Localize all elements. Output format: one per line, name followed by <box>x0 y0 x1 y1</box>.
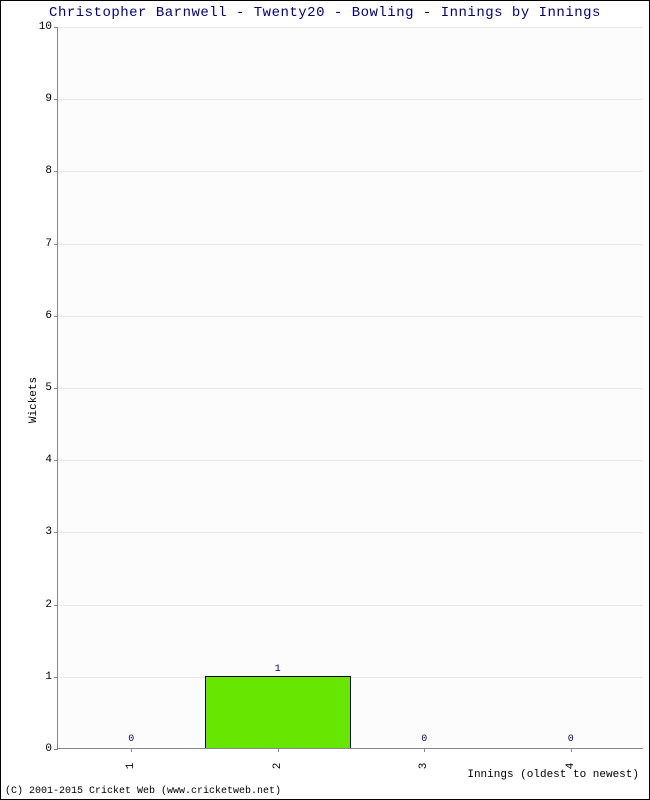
y-tick <box>54 244 58 245</box>
plot-area: 01234567891010213040 <box>57 27 643 749</box>
y-tick-label: 9 <box>45 93 52 105</box>
y-tick-label: 1 <box>45 671 52 683</box>
y-tick-label: 5 <box>45 382 52 394</box>
gridline <box>58 460 643 461</box>
chart-container: Christopher Barnwell - Twenty20 - Bowlin… <box>0 0 650 800</box>
gridline <box>58 605 643 606</box>
bar-value-label: 0 <box>128 734 134 745</box>
chart-title: Christopher Barnwell - Twenty20 - Bowlin… <box>1 5 649 21</box>
y-tick-label: 6 <box>45 310 52 322</box>
y-tick <box>54 388 58 389</box>
y-tick-label: 4 <box>45 454 52 466</box>
gridline <box>58 27 643 28</box>
y-tick <box>54 171 58 172</box>
copyright-text: (C) 2001-2015 Cricket Web (www.cricketwe… <box>5 786 281 797</box>
x-axis-label: Innings (oldest to newest) <box>467 769 639 781</box>
x-tick <box>131 748 132 752</box>
bar-value-label: 0 <box>568 734 574 745</box>
y-tick-label: 2 <box>45 599 52 611</box>
y-tick-label: 0 <box>45 743 52 755</box>
y-tick <box>54 99 58 100</box>
gridline <box>58 532 643 533</box>
gridline <box>58 316 643 317</box>
x-tick <box>571 748 572 752</box>
x-tick-label: 2 <box>272 763 284 770</box>
x-tick <box>278 748 279 752</box>
x-tick-label: 3 <box>418 763 430 770</box>
y-axis-label: Wickets <box>28 377 40 423</box>
y-tick <box>54 460 58 461</box>
x-tick-label: 1 <box>125 763 137 770</box>
y-tick-label: 3 <box>45 526 52 538</box>
y-tick <box>54 605 58 606</box>
y-tick-label: 7 <box>45 238 52 250</box>
y-tick <box>54 532 58 533</box>
gridline <box>58 388 643 389</box>
x-tick <box>424 748 425 752</box>
gridline <box>58 171 643 172</box>
bar: 1 <box>205 676 352 748</box>
y-tick-label: 8 <box>45 165 52 177</box>
y-tick <box>54 27 58 28</box>
y-tick <box>54 749 58 750</box>
gridline <box>58 99 643 100</box>
y-tick <box>54 316 58 317</box>
bar-value-label: 1 <box>275 664 281 675</box>
bar-value-label: 0 <box>421 734 427 745</box>
y-tick-label: 10 <box>39 21 52 33</box>
y-tick <box>54 677 58 678</box>
gridline <box>58 244 643 245</box>
